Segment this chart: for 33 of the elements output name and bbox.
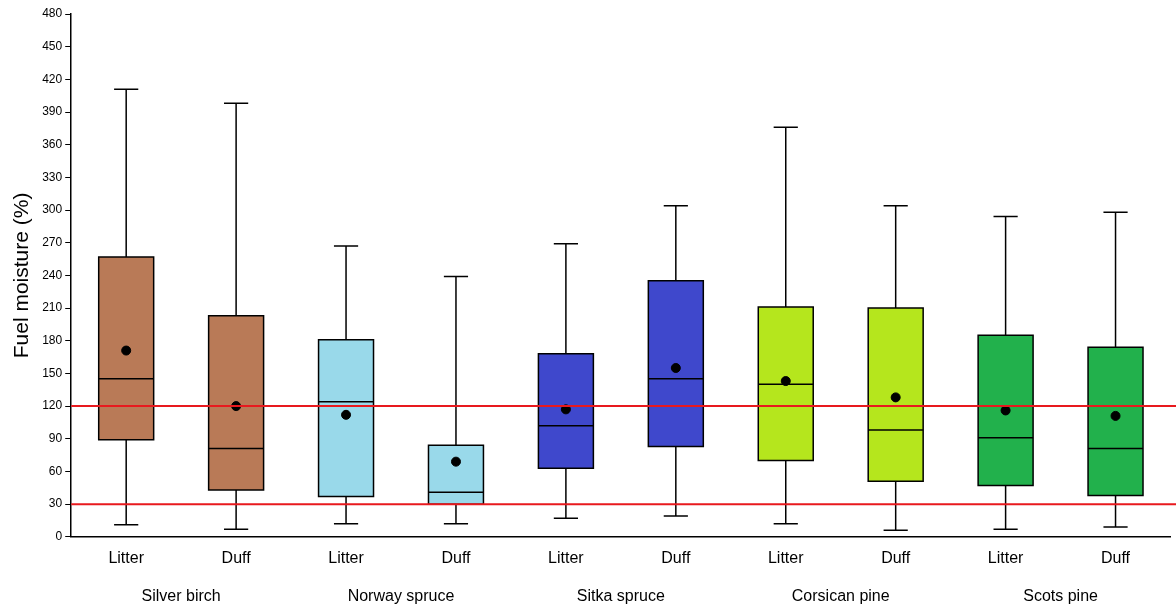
y-tick-label: 480 [42,6,63,21]
y-tick-label: 450 [42,38,63,53]
y-tick-label: 330 [42,169,63,184]
y-tick-label: 60 [48,463,63,478]
x-tick-label: Litter [987,548,1025,566]
y-tick-label: 120 [42,398,63,413]
y-tick-label: 270 [42,235,63,250]
x-tick-label: Duff [661,548,691,566]
y-tick-label: 300 [42,202,63,217]
y-axis-title: Fuel moisture (%) [9,192,33,359]
text: Norway spruce [347,587,455,605]
x-tick-label: Duff [881,548,911,566]
text: Silver birch [141,587,221,605]
x-tick-label: Litter [108,548,145,566]
x-tick-label: Litter [548,548,585,566]
y-tick-label: 240 [42,267,63,282]
y-tick-label: 180 [42,333,63,348]
x-tick-label: Litter [767,548,805,566]
y-tick-label: 90 [48,431,63,446]
y-tick-label: 420 [42,71,63,86]
text: Scots pine [1023,587,1099,605]
text: Sitka spruce [576,587,665,605]
y-tick-label: 210 [42,300,63,315]
y-tick-label: 0 [55,529,63,544]
x-tick-label: Duff [441,548,472,566]
x-tick-label: Duff [221,548,252,566]
x-tick-label: Duff [1101,548,1131,566]
y-tick-label: 150 [42,365,63,380]
y-tick-label: 360 [42,137,63,152]
y-tick-label: 390 [42,104,63,119]
y-tick-label: 30 [48,496,63,511]
x-tick-label: Litter [328,548,365,566]
text: Corsican pine [791,587,890,605]
